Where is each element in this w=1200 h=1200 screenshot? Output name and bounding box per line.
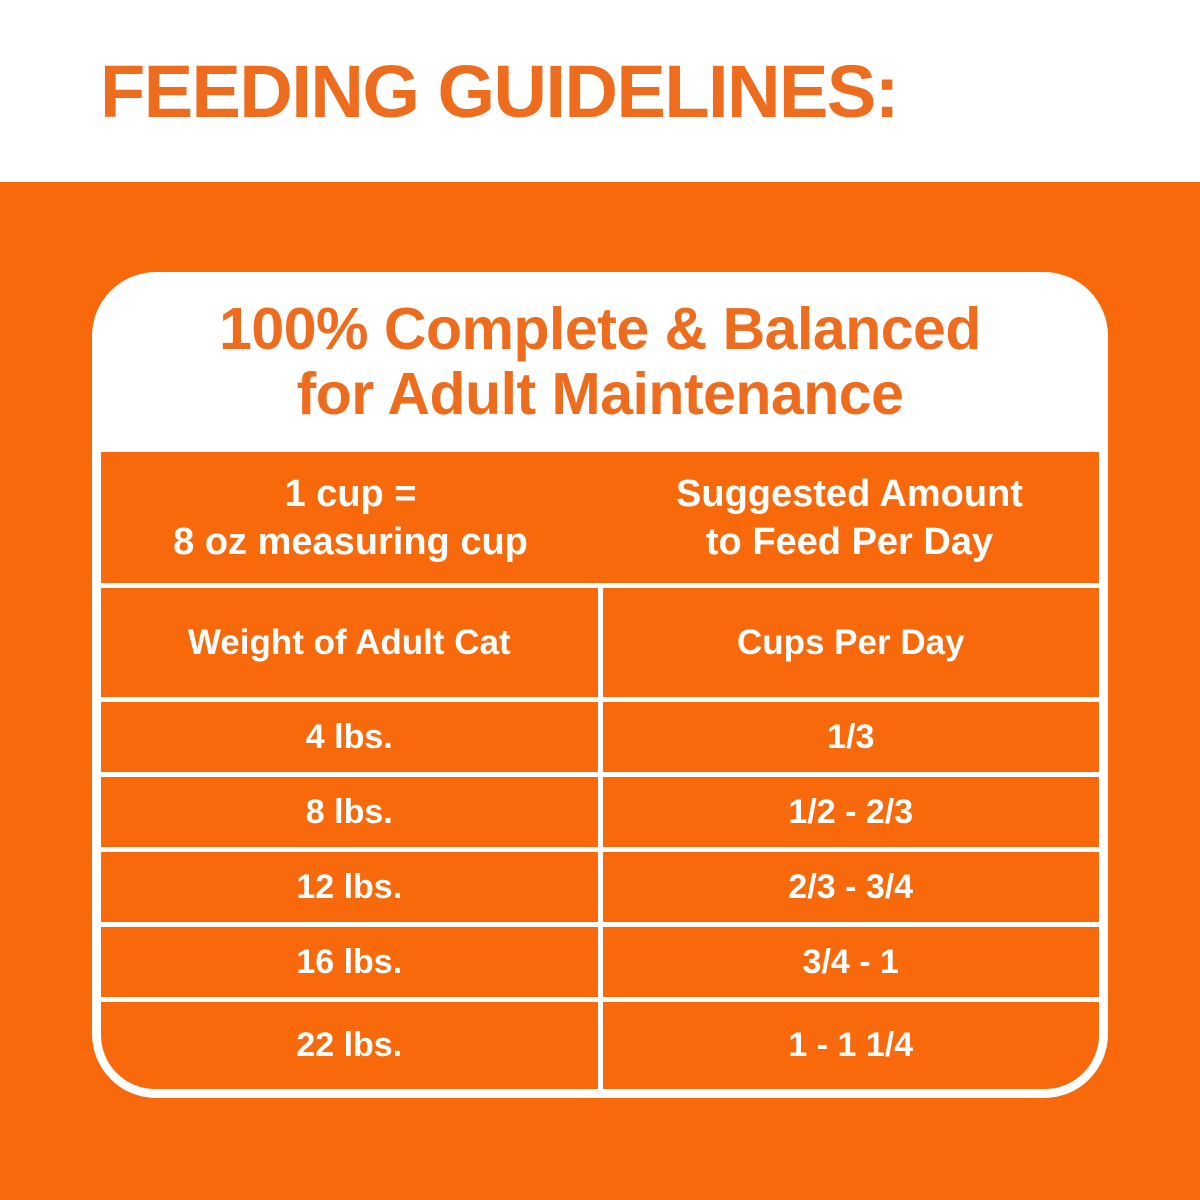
- orange-background: 100% Complete & Balanced for Adult Maint…: [0, 182, 1200, 1200]
- weight-cell: 16 lbs.: [101, 927, 598, 997]
- weight-cell: 4 lbs.: [101, 702, 598, 772]
- suggested-amount-line2: to Feed Per Day: [705, 520, 994, 563]
- page-title: FEEDING GUIDELINES:: [100, 49, 899, 133]
- suggested-amount-line1: Suggested Amount: [676, 472, 1023, 515]
- suggested-amount-header: Suggested Amount to Feed Per Day: [600, 452, 1099, 583]
- table-row: 16 lbs. 3/4 - 1: [101, 927, 1099, 997]
- weight-cell: 22 lbs.: [101, 1002, 598, 1089]
- guidelines-card: 100% Complete & Balanced for Adult Maint…: [92, 272, 1108, 1098]
- cup-definition: 1 cup = 8 oz measuring cup: [101, 452, 600, 583]
- headline-strip: FEEDING GUIDELINES:: [0, 0, 1200, 182]
- card-title: 100% Complete & Balanced for Adult Maint…: [101, 272, 1099, 452]
- table-header-band: 1 cup = 8 oz measuring cup Suggested Amo…: [101, 452, 1099, 583]
- cups-cell: 1 - 1 1/4: [602, 1002, 1099, 1089]
- card-title-line1: 100% Complete & Balanced: [219, 296, 981, 362]
- cups-cell: 3/4 - 1: [602, 927, 1099, 997]
- table-row: 8 lbs. 1/2 - 2/3: [101, 777, 1099, 847]
- cups-cell: 2/3 - 3/4: [602, 852, 1099, 922]
- table-row: 4 lbs. 1/3: [101, 702, 1099, 772]
- column-header-cups: Cups Per Day: [602, 588, 1099, 697]
- cup-definition-line2: 8 oz measuring cup: [173, 520, 528, 563]
- table-row: 12 lbs. 2/3 - 3/4: [101, 852, 1099, 922]
- column-header-weight: Weight of Adult Cat: [101, 588, 598, 697]
- weight-cell: 12 lbs.: [101, 852, 598, 922]
- card-title-line2: for Adult Maintenance: [296, 361, 904, 427]
- cup-definition-line1: 1 cup =: [284, 472, 417, 515]
- cups-cell: 1/2 - 2/3: [602, 777, 1099, 847]
- cups-cell: 1/3: [602, 702, 1099, 772]
- table-row: 22 lbs. 1 - 1 1/4: [101, 1002, 1099, 1089]
- weight-cell: 8 lbs.: [101, 777, 598, 847]
- feeding-table: 1 cup = 8 oz measuring cup Suggested Amo…: [101, 452, 1099, 1089]
- column-header-row: Weight of Adult Cat Cups Per Day: [101, 588, 1099, 697]
